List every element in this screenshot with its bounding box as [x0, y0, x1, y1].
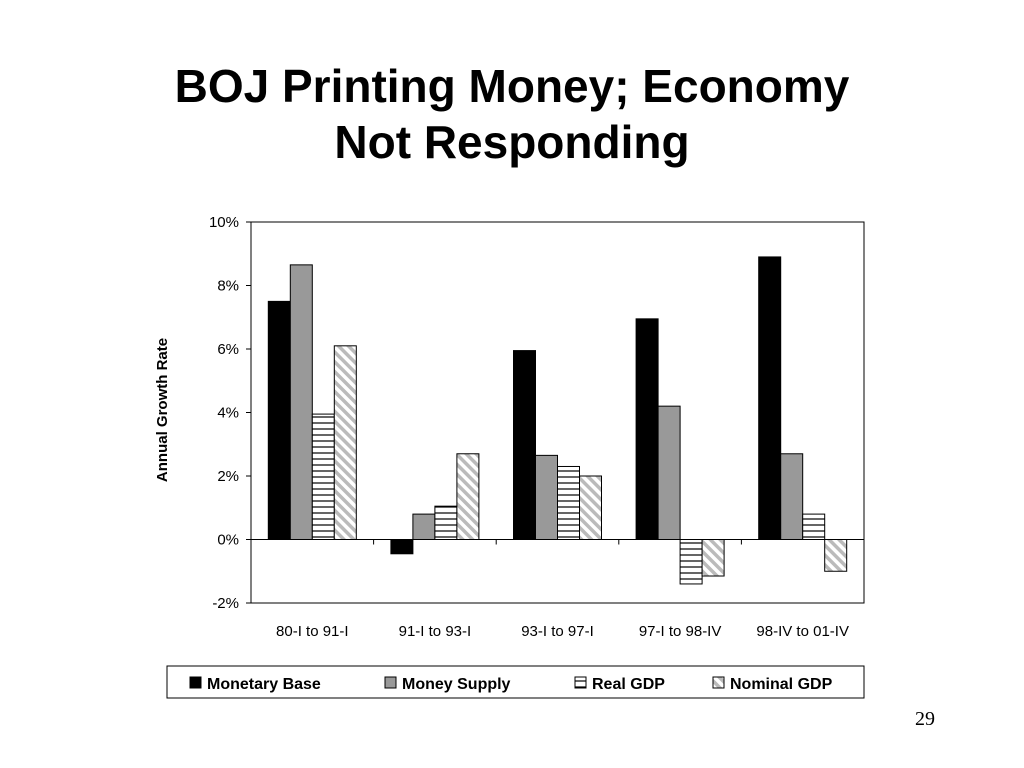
bar [456, 453, 480, 540]
x-tick-label: 98-IV to 01-IV [756, 623, 849, 640]
bar [635, 318, 659, 540]
y-tick-label: 2% [217, 468, 239, 485]
y-tick-label: 4% [217, 405, 239, 422]
y-axis-label: Annual Growth Rate [154, 338, 171, 482]
slide-title-line-2: Not Responding [334, 116, 690, 168]
bar [824, 539, 848, 572]
bar [701, 539, 725, 577]
y-tick-label: 0% [217, 532, 239, 549]
page-number: 29 [915, 708, 935, 730]
bars [267, 256, 848, 585]
bar [802, 513, 826, 540]
x-tick-label: 80-I to 91-I [276, 623, 349, 640]
slide-title: BOJ Printing Money; Economy Not Respondi… [0, 58, 1024, 170]
legend-swatch [384, 676, 397, 689]
legend-box [166, 665, 865, 699]
bar [434, 505, 458, 541]
legend-swatch [189, 676, 202, 689]
legend-label: Money Supply [402, 676, 511, 693]
y-tick-label: 8% [217, 278, 239, 295]
legend-swatch [712, 676, 725, 689]
bar [657, 405, 681, 540]
bar [557, 465, 580, 541]
legend-label: Real GDP [592, 676, 665, 693]
x-tick-label: 97-I to 98-IV [639, 623, 722, 640]
bar [412, 513, 436, 540]
bar [579, 475, 602, 540]
bar [333, 345, 357, 541]
bar [311, 413, 335, 540]
legend-swatch [574, 676, 587, 689]
bar [679, 539, 703, 585]
y-axis: -2% 0% 2% 4% 6% 8% 10% [209, 214, 251, 612]
bar [513, 350, 536, 540]
slide-title-line-1: BOJ Printing Money; Economy [174, 60, 850, 112]
legend-label: Monetary Base [207, 676, 321, 693]
bar [780, 453, 804, 540]
bar [267, 300, 291, 540]
y-tick-label: -2% [212, 595, 239, 612]
bar [758, 256, 782, 540]
y-tick-label: 10% [209, 214, 239, 231]
x-tick-label: 91-I to 93-I [399, 623, 472, 640]
y-tick-label: 6% [217, 341, 239, 358]
x-tick-label: 93-I to 97-I [521, 623, 594, 640]
x-axis: 80-I to 91-I 91-I to 93-I 93-I to 97-I 97-I… [250, 539, 865, 640]
bar [535, 454, 558, 540]
legend-label: Nominal GDP [730, 676, 833, 693]
bar [289, 264, 313, 540]
bar [390, 539, 414, 555]
legend: Monetary Base Money Supply Real GDP Nominal… [166, 665, 865, 699]
